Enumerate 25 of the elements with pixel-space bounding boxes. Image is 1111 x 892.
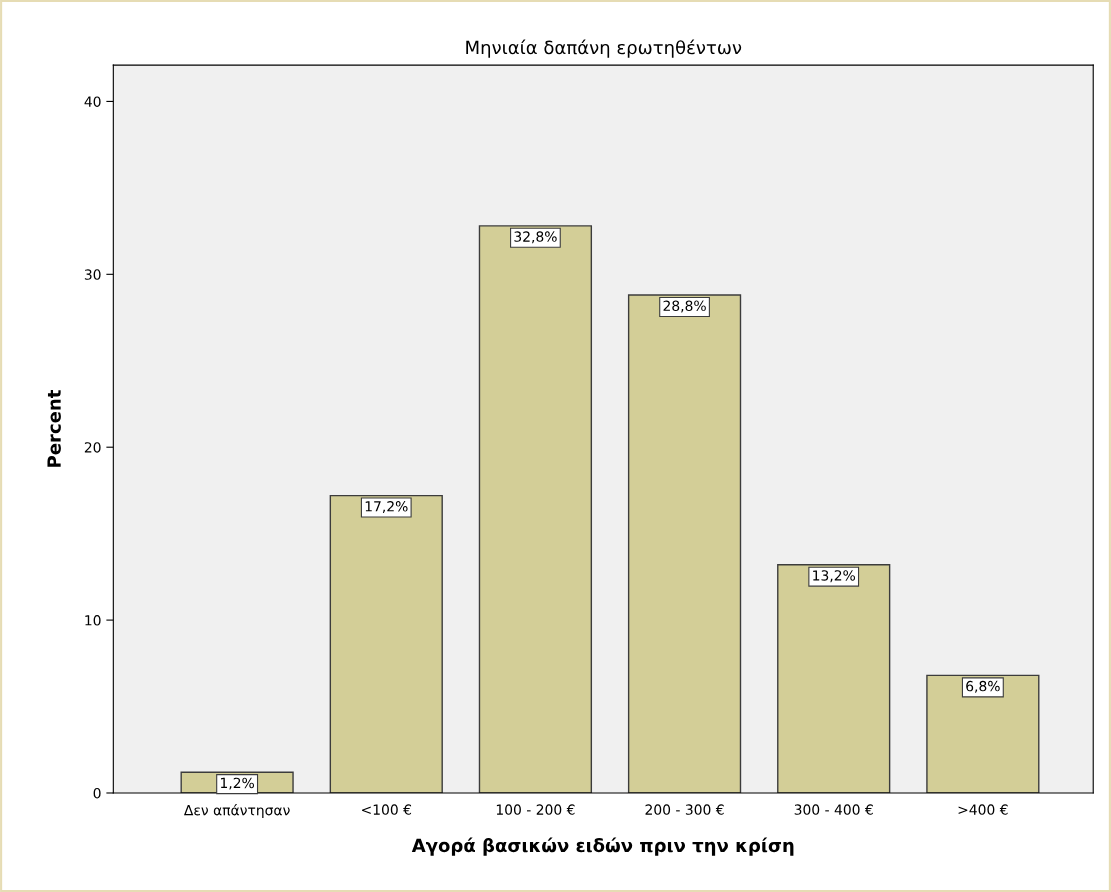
x-tick-label: Δεν απάντησαν xyxy=(183,804,290,819)
data-label: 28,8% xyxy=(663,300,706,313)
x-tick-label: >400 € xyxy=(958,804,1008,815)
bar xyxy=(777,564,891,793)
y-tick-label: 20 xyxy=(84,442,101,453)
y-tick-label: 30 xyxy=(84,269,101,280)
y-tick-label: 10 xyxy=(85,615,101,626)
bar xyxy=(478,225,593,793)
bar xyxy=(627,294,742,793)
x-tick-label: 300 - 400 € xyxy=(794,804,873,815)
y-axis-title: Percent xyxy=(47,390,61,467)
bar xyxy=(329,494,443,793)
data-label: 13,2% xyxy=(813,570,855,583)
bar xyxy=(926,674,1040,793)
chart-title: Μηνιαία δαπάνη ερωτηθέντων xyxy=(466,39,742,58)
data-label: 32,8% xyxy=(514,231,557,244)
data-label: 17,2% xyxy=(365,501,408,513)
data-label: 1,2% xyxy=(221,777,254,790)
data-label: 6,8% xyxy=(966,680,1000,693)
y-tick-label: 0 xyxy=(93,787,101,799)
x-tick-label: 200 - 300 € xyxy=(645,804,724,815)
x-tick-label: <100 € xyxy=(362,804,412,815)
x-axis-title: Αγορά βασικών ειδών πριν την κρίση xyxy=(411,837,794,856)
x-tick-label: 100 - 200 € xyxy=(496,804,575,815)
y-tick-label: 40 xyxy=(84,96,101,107)
